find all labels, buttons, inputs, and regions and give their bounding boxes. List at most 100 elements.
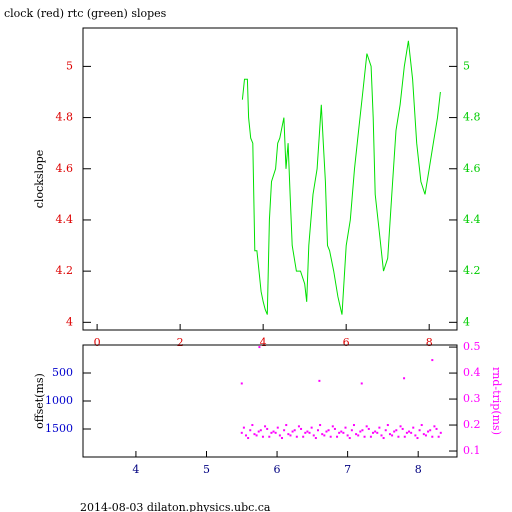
scatter-point <box>261 435 264 438</box>
series-line <box>241 40 441 315</box>
scatter-point <box>393 430 396 433</box>
x-tick-label: 4 <box>260 336 267 349</box>
y-tick-label: 1000 <box>45 394 73 407</box>
scatter-point <box>314 437 317 440</box>
scatter-point <box>323 434 326 437</box>
scatter-point <box>429 429 432 432</box>
y2-tick-label: 0.1 <box>463 444 481 457</box>
scatter-point <box>308 431 311 434</box>
scatter-point <box>240 382 243 385</box>
scatter-point <box>416 437 419 440</box>
y2-tick-label: 5 <box>463 59 470 72</box>
scatter-point <box>327 429 330 432</box>
y2-tick-label: 0.3 <box>463 392 481 405</box>
scatter-point <box>414 434 417 437</box>
scatter-point <box>240 431 243 434</box>
x-tick-label: 0 <box>94 336 101 349</box>
scatter-point <box>300 427 303 430</box>
scatter-point <box>422 433 425 436</box>
scatter-point <box>342 431 345 434</box>
y2-tick-label: 4 <box>463 315 470 328</box>
scatter-point <box>344 426 347 429</box>
y-tick-label: 4.2 <box>56 264 74 277</box>
scatter-point <box>274 431 277 434</box>
scatter-point <box>310 426 313 429</box>
scatter-point <box>338 431 341 434</box>
scatter-point <box>340 430 343 433</box>
scatter-point <box>418 429 421 432</box>
scatter-point <box>360 382 363 385</box>
y-tick-label: 1500 <box>45 422 73 435</box>
scatter-point <box>242 426 245 429</box>
x-tick-label: 7 <box>344 463 351 476</box>
footer: 2014-08-03 dilaton.physics.ubc.ca <box>80 501 271 512</box>
scatter-point <box>247 437 250 440</box>
x-tick-label: 5 <box>203 463 210 476</box>
scatter-point <box>253 433 256 436</box>
y2-tick-label: 0.4 <box>463 366 481 379</box>
scatter-point <box>255 434 258 437</box>
scatter-point <box>257 430 260 433</box>
y-tick-label: 4 <box>66 315 73 328</box>
scatter-point <box>374 430 377 433</box>
scatter-point <box>395 429 398 432</box>
y2-tick-label: 4.4 <box>463 213 481 226</box>
scatter-point <box>331 425 334 428</box>
scatter-point <box>405 431 408 434</box>
scatter-point <box>333 427 336 430</box>
y-tick-label: 4.6 <box>56 162 74 175</box>
scatter-point <box>382 437 385 440</box>
scatter-point <box>251 424 254 427</box>
scatter-point <box>403 435 406 438</box>
scatter-point <box>346 434 349 437</box>
plot-frame <box>82 27 458 331</box>
scatter-point <box>397 435 400 438</box>
plot-frame <box>82 344 458 458</box>
scatter-point <box>312 434 315 437</box>
scatter-point <box>410 431 413 434</box>
scatter-point <box>439 431 442 434</box>
scatter-point <box>319 424 322 427</box>
chart-title: clock (red) rtc (green) slopes <box>4 7 167 20</box>
scatter-point <box>391 434 394 437</box>
scatter-point <box>289 434 292 437</box>
y2-tick-label: 0.2 <box>463 418 481 431</box>
scatter-point <box>357 434 360 437</box>
scatter-point <box>431 435 434 438</box>
scatter-point <box>329 435 332 438</box>
y-tick-label: 4.4 <box>56 213 74 226</box>
y2-tick-label: 4.2 <box>463 264 481 277</box>
scatter-point <box>270 431 273 434</box>
scatter-point <box>361 429 364 432</box>
scatter-point <box>403 377 406 380</box>
scatter-point <box>384 429 387 432</box>
scatter-point <box>367 427 370 430</box>
scatter-point <box>408 430 411 433</box>
scatter-point <box>278 434 281 437</box>
scatter-point <box>266 427 269 430</box>
x-tick-label: 2 <box>177 336 184 349</box>
y-axis-label: offset(ms) <box>33 373 46 429</box>
scatter-point <box>427 430 430 433</box>
scatter-point <box>350 429 353 432</box>
x-tick-label: 6 <box>274 463 281 476</box>
scatter-point <box>433 425 436 428</box>
scatter-point <box>431 359 434 362</box>
scatter-point <box>435 427 438 430</box>
scatter-point <box>424 434 427 437</box>
y2-tick-label: 4.8 <box>463 111 481 124</box>
scatter-point <box>285 424 288 427</box>
scatter-point <box>291 430 294 433</box>
scatter-point <box>264 425 267 428</box>
scatter-point <box>355 433 358 436</box>
scatter-point <box>297 425 300 428</box>
scatter-point <box>399 425 402 428</box>
scatter-point <box>295 435 298 438</box>
scatter-point <box>378 426 381 429</box>
scatter-point <box>306 430 309 433</box>
scatter-point <box>293 429 296 432</box>
scatter-point <box>316 429 319 432</box>
scatter-point <box>336 435 339 438</box>
scatter-point <box>302 435 305 438</box>
